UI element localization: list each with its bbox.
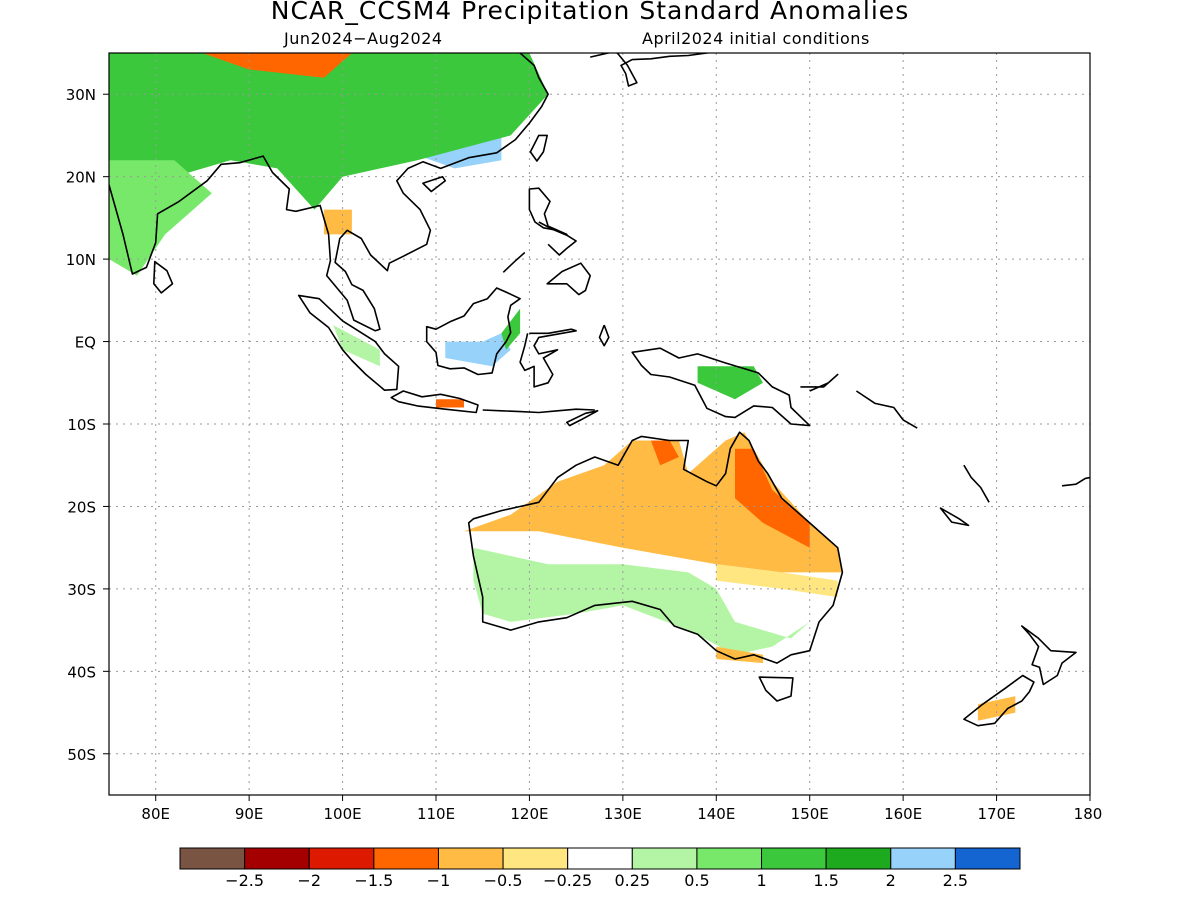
coastline-hainan [422, 175, 447, 193]
lon-tick-label: 80E [141, 805, 170, 823]
coastline-new-guinea [631, 347, 811, 427]
colorbar-label: 2.5 [943, 871, 968, 890]
anomaly-northwest-dry [202, 53, 352, 78]
initial-conditions: April2024 initial conditions [642, 29, 870, 48]
colorbar-legend: −2.5 −2 −1.5 −1 −0.5 −0.25 0.25 0.5 1 1.5 2 2.5 [179, 847, 1021, 890]
lat-tick-label: 20N [66, 169, 96, 187]
lon-tick-label: 110E [417, 805, 455, 823]
lon-tick-label: 90E [235, 805, 264, 823]
colorbar-label: 0.25 [614, 871, 650, 890]
anomaly-indochina-dry [323, 209, 352, 235]
grid-lines [109, 53, 1090, 795]
coastline-mindanao [546, 262, 592, 296]
coastline-nz-north [1020, 625, 1077, 686]
coastline-new-caledonia [939, 507, 970, 527]
colorbar-label: −0.5 [484, 871, 523, 890]
coastline-fiji [1061, 476, 1090, 487]
coastline-bismarck [800, 373, 839, 392]
lat-tick-label: 10N [66, 251, 96, 269]
lon-tick-label: 100E [324, 805, 362, 823]
lon-tick-label: 140E [697, 805, 735, 823]
anomaly-arnhem-strong-dry [650, 440, 679, 466]
coastline-sulawesi [519, 328, 577, 388]
colorbar-swatch [825, 847, 892, 870]
anomaly-sumatra-green [333, 325, 380, 367]
colorbar-label: −2.5 [225, 871, 264, 890]
coastline-halmahera [598, 324, 610, 347]
colorbar-swatch [244, 847, 310, 870]
coastline-lesser-sunda [482, 408, 595, 414]
colorbar-swatch [437, 847, 504, 870]
colorbar-label: −0.25 [543, 871, 592, 890]
coastlines [109, 53, 1090, 727]
coastline-java [390, 390, 479, 414]
lat-tick-label: 10S [67, 416, 96, 434]
anomaly-new-zealand-dry [977, 696, 1016, 721]
colorbar-label: 1 [756, 871, 766, 890]
coastline-solomons [855, 390, 918, 429]
colorbar-swatch [373, 847, 439, 870]
coastline-luzon [528, 187, 568, 236]
lat-tick-label: 50S [67, 746, 96, 764]
axis-ticks: 80E 90E 100E 110E 120E 130E 140E 150E 160E 170E 18… [66, 86, 1103, 823]
colorbar-swatch [890, 847, 956, 870]
colorbar-swatch [308, 847, 375, 870]
coastline-vanuatu [963, 464, 990, 503]
colorbar-swatch [502, 847, 569, 870]
colorbar-swatch [696, 847, 763, 870]
anomaly-borneo-wet [445, 333, 511, 367]
lon-tick-label: 180 [1074, 805, 1103, 823]
colorbar-label: 1.5 [813, 871, 838, 890]
lat-tick-label: EQ [75, 334, 96, 352]
coastline-tasmania [758, 676, 794, 702]
colorbar-swatch [954, 847, 1021, 870]
colorbar-label: −2 [297, 871, 321, 890]
anomaly-victoria-dry [716, 646, 763, 664]
coastline-timor [565, 409, 599, 427]
anomaly-tibet-green [109, 53, 549, 243]
anomaly-southern-australia-light-wet [473, 547, 810, 655]
colorbar-label: −1 [427, 871, 451, 890]
lon-tick-label: 120E [510, 805, 548, 823]
colorbar-swatch [179, 847, 246, 870]
anomaly-java-dry [436, 399, 464, 408]
coastline-japan-korea [590, 53, 712, 87]
colorbar-label: 2 [886, 871, 896, 890]
colorbar-swatch [631, 847, 698, 870]
anomaly-new-guinea-green [697, 366, 763, 400]
lon-tick-label: 170E [978, 805, 1016, 823]
lon-tick-label: 160E [884, 805, 922, 823]
anomaly-central-australia-light-dry [716, 564, 838, 598]
coastline-asia-mainland [109, 53, 549, 332]
map-title: NCAR_CCSM4 Precipitation Standard Anomal… [270, 0, 910, 25]
lat-tick-label: 20S [67, 498, 96, 516]
colorbar-label: −1.5 [354, 871, 393, 890]
coastline-taiwan [529, 134, 549, 162]
coastline-sumatra [297, 294, 400, 392]
coastline-sri-lanka [153, 260, 174, 294]
colorbar-swatch [567, 847, 633, 870]
anomaly-shading [109, 53, 1016, 721]
lat-tick-label: 30N [66, 86, 96, 104]
forecast-period: Jun2024−Aug2024 [284, 29, 443, 48]
coastline-nz-south [963, 674, 1035, 727]
colorbar-swatch [761, 847, 827, 870]
lat-tick-label: 30S [67, 581, 96, 599]
lon-tick-label: 150E [791, 805, 829, 823]
anomaly-india-light-green [109, 160, 212, 276]
coastline-australia [467, 431, 844, 664]
coastline-palawan [502, 251, 526, 273]
anomaly-queensland-strong-dry [735, 448, 810, 548]
colorbar-label: 0.5 [684, 871, 709, 890]
lon-tick-label: 130E [604, 805, 642, 823]
coastline-borneo [425, 287, 521, 376]
coastline-philippines-central [538, 221, 577, 256]
lat-tick-label: 40S [67, 663, 96, 681]
